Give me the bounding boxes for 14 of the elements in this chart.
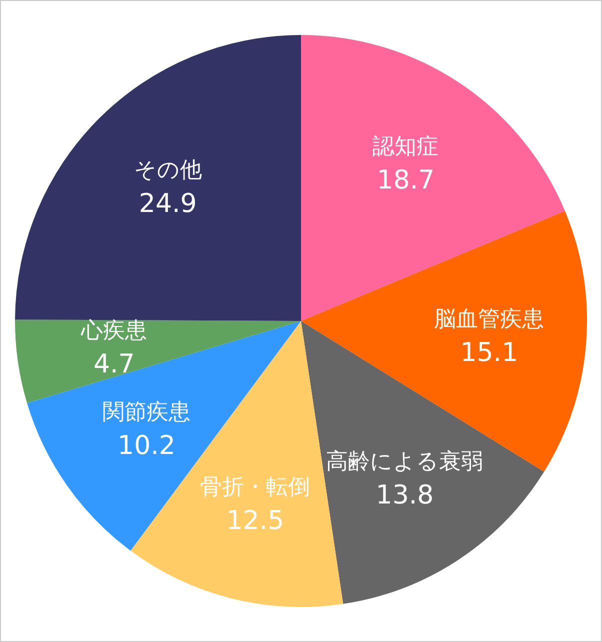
slice-label: 脳血管疾患: [434, 306, 544, 332]
data-label: 10.2: [118, 431, 176, 462]
slice-label: 高齢による衰弱: [326, 449, 484, 474]
data-label: 4.7: [93, 350, 135, 380]
data-label: 13.8: [376, 480, 434, 510]
data-label: 18.7: [376, 166, 435, 196]
slice-label: 骨折・転倒: [200, 474, 310, 500]
slice-label: 心疾患: [80, 318, 148, 344]
slice-label: 関節疾患: [102, 400, 190, 426]
slice-label: その他: [134, 158, 202, 183]
data-label: 15.1: [460, 338, 518, 368]
slice-label: 認知症: [372, 134, 439, 160]
data-label: 12.5: [226, 506, 284, 536]
data-label: 24.9: [138, 188, 197, 219]
